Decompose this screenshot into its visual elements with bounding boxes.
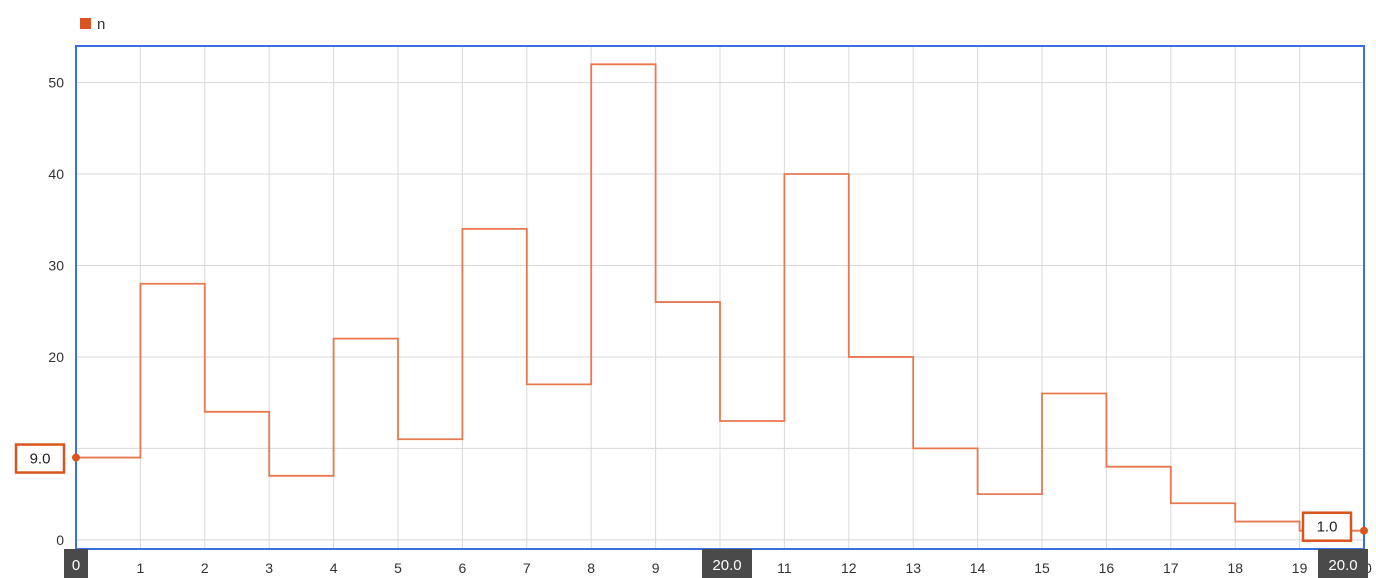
cursor-layer: 9.0 1.0 0 20.0 20.0 xyxy=(14,443,1368,578)
x-start-badge-text: 0 xyxy=(72,557,80,574)
y-tick-label: 40 xyxy=(48,166,64,182)
x-tick-label: 17 xyxy=(1163,560,1179,576)
series-line-n xyxy=(76,63,1364,532)
x-tick-label: 12 xyxy=(841,560,857,576)
x-mid-badge[interactable] xyxy=(702,549,752,578)
x-tick-label: 18 xyxy=(1227,560,1243,576)
x-tick-label: 13 xyxy=(905,560,921,576)
x-mid-badge-text: 20.0 xyxy=(712,557,741,574)
x-tick-label: 6 xyxy=(459,560,467,576)
right-cursor-marker[interactable] xyxy=(1360,526,1368,535)
right-cursor-value-text: 1.0 xyxy=(1317,519,1338,536)
y-axis-ticks: 01020304050 xyxy=(48,75,64,548)
x-end-badge-text: 20.0 xyxy=(1328,557,1357,574)
y-tick-label: 20 xyxy=(48,349,64,365)
y-tick-label: 0 xyxy=(56,532,64,548)
x-tick-label: 14 xyxy=(970,560,986,576)
x-tick-label: 16 xyxy=(1099,560,1115,576)
y-tick-label: 50 xyxy=(48,75,64,91)
left-cursor-marker[interactable] xyxy=(72,453,80,462)
x-tick-label: 9 xyxy=(652,560,660,576)
x-end-badge[interactable] xyxy=(1318,549,1368,578)
legend: n xyxy=(80,16,105,33)
x-tick-label: 15 xyxy=(1034,560,1050,576)
x-tick-label: 2 xyxy=(201,560,209,576)
x-tick-label: 11 xyxy=(777,560,792,576)
x-tick-label: 5 xyxy=(394,560,402,576)
x-tick-label: 4 xyxy=(330,560,338,576)
left-cursor-value-text: 9.0 xyxy=(30,451,51,468)
legend-swatch xyxy=(80,18,91,29)
right-cursor-value-box xyxy=(1301,511,1353,542)
x-tick-label: 8 xyxy=(587,560,595,576)
x-tick-label: 1 xyxy=(137,560,145,576)
x-tick-label: 3 xyxy=(265,560,273,576)
x-start-badge[interactable] xyxy=(64,549,88,578)
x-tick-label: 19 xyxy=(1292,560,1308,576)
x-tick-label: 7 xyxy=(523,560,531,576)
series-layer xyxy=(76,63,1364,532)
left-cursor-value-box xyxy=(14,443,66,474)
legend-label-n: n xyxy=(97,16,105,33)
y-tick-label: 30 xyxy=(48,257,64,273)
